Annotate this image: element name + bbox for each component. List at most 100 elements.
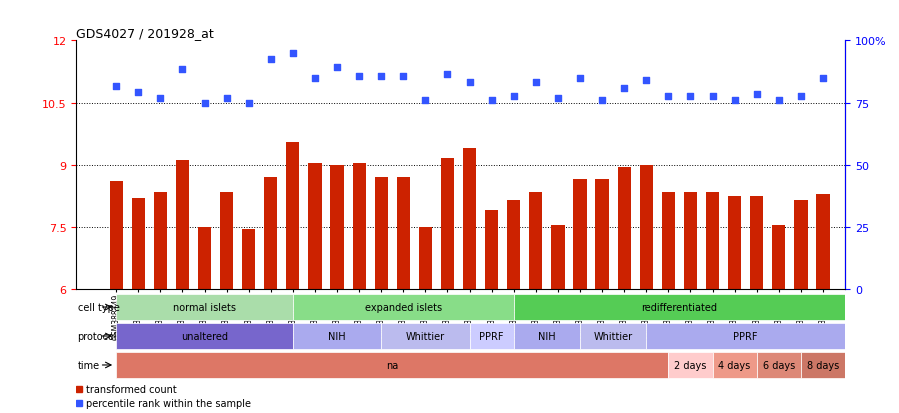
Bar bbox=[375, 178, 387, 289]
Bar bbox=[176, 161, 189, 289]
Bar bbox=[684, 192, 697, 289]
Point bbox=[441, 71, 455, 78]
Text: unaltered: unaltered bbox=[181, 331, 228, 341]
Text: normal islets: normal islets bbox=[173, 302, 236, 312]
Point bbox=[396, 73, 411, 80]
Point bbox=[307, 75, 322, 82]
Bar bbox=[331, 165, 343, 289]
Text: na: na bbox=[387, 360, 398, 370]
Bar bbox=[706, 192, 719, 289]
Bar bbox=[110, 182, 123, 289]
Point bbox=[462, 79, 476, 86]
Text: expanded islets: expanded islets bbox=[365, 302, 442, 312]
Point bbox=[529, 79, 543, 86]
Bar bbox=[574, 180, 587, 289]
Text: NIH: NIH bbox=[328, 331, 346, 341]
Bar bbox=[580, 323, 646, 349]
Point bbox=[815, 75, 830, 82]
Point bbox=[131, 90, 146, 96]
Point bbox=[175, 67, 190, 74]
Bar bbox=[396, 178, 410, 289]
Bar bbox=[242, 229, 255, 289]
Point bbox=[750, 92, 764, 98]
Bar bbox=[116, 294, 293, 320]
Point bbox=[153, 96, 167, 102]
Point bbox=[617, 85, 631, 92]
Bar bbox=[507, 200, 521, 289]
Bar bbox=[485, 211, 498, 289]
Bar bbox=[618, 167, 631, 289]
Bar bbox=[728, 196, 742, 289]
Bar bbox=[198, 227, 211, 289]
Bar bbox=[154, 192, 167, 289]
Bar bbox=[801, 352, 845, 378]
Text: PPRF: PPRF bbox=[734, 331, 758, 341]
Point bbox=[794, 94, 808, 100]
Bar bbox=[381, 323, 469, 349]
Bar bbox=[264, 178, 278, 289]
Bar bbox=[794, 200, 807, 289]
Bar bbox=[293, 294, 513, 320]
Text: PPRF: PPRF bbox=[479, 331, 504, 341]
Point bbox=[661, 94, 675, 100]
Bar bbox=[772, 225, 786, 289]
Bar bbox=[530, 192, 542, 289]
Point bbox=[639, 77, 654, 84]
Bar bbox=[131, 198, 145, 289]
Text: NIH: NIH bbox=[539, 331, 556, 341]
Bar bbox=[352, 163, 366, 289]
Point bbox=[286, 50, 300, 57]
Bar bbox=[662, 192, 675, 289]
Point bbox=[352, 73, 366, 80]
Point bbox=[595, 98, 610, 104]
Bar bbox=[441, 159, 454, 289]
Text: time: time bbox=[77, 360, 100, 370]
Bar bbox=[419, 227, 432, 289]
Point bbox=[109, 83, 123, 90]
Point bbox=[198, 100, 212, 107]
Bar bbox=[646, 323, 845, 349]
Point bbox=[330, 65, 344, 71]
Point bbox=[506, 94, 521, 100]
Bar bbox=[293, 323, 381, 349]
Text: protocol: protocol bbox=[77, 331, 117, 341]
Bar bbox=[308, 163, 322, 289]
Bar bbox=[750, 196, 763, 289]
Text: cell type: cell type bbox=[77, 302, 120, 312]
Bar bbox=[513, 323, 580, 349]
Point bbox=[727, 98, 742, 104]
Bar bbox=[463, 149, 476, 289]
Point bbox=[374, 73, 388, 80]
Point bbox=[219, 96, 234, 102]
Bar bbox=[816, 194, 830, 289]
Bar bbox=[116, 352, 668, 378]
Point bbox=[242, 100, 256, 107]
Text: Whittier: Whittier bbox=[405, 331, 445, 341]
Text: 6 days: 6 days bbox=[762, 360, 795, 370]
Bar bbox=[713, 352, 757, 378]
Point bbox=[551, 96, 565, 102]
Text: percentile rank within the sample: percentile rank within the sample bbox=[86, 399, 252, 408]
Point bbox=[706, 94, 720, 100]
Bar bbox=[757, 352, 801, 378]
Text: transformed count: transformed count bbox=[86, 384, 177, 394]
Bar bbox=[116, 323, 293, 349]
Point bbox=[485, 98, 499, 104]
Text: 4 days: 4 days bbox=[718, 360, 751, 370]
Bar bbox=[513, 294, 845, 320]
Point bbox=[418, 98, 432, 104]
Bar bbox=[220, 192, 233, 289]
Text: Whittier: Whittier bbox=[593, 331, 633, 341]
Bar bbox=[668, 352, 713, 378]
Text: GDS4027 / 201928_at: GDS4027 / 201928_at bbox=[76, 27, 214, 40]
Bar bbox=[469, 323, 513, 349]
Text: 8 days: 8 days bbox=[806, 360, 839, 370]
Point bbox=[573, 75, 587, 82]
Text: redifferentiated: redifferentiated bbox=[641, 302, 717, 312]
Text: 2 days: 2 days bbox=[674, 360, 707, 370]
Point bbox=[771, 98, 786, 104]
Bar bbox=[640, 165, 653, 289]
Point bbox=[263, 57, 278, 63]
Point bbox=[683, 94, 698, 100]
Bar bbox=[551, 225, 565, 289]
